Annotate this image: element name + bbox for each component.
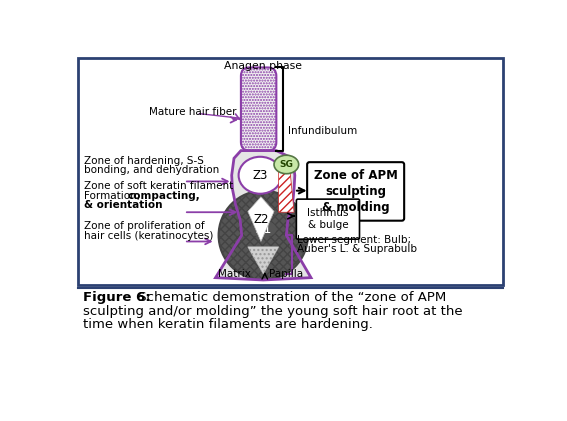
FancyBboxPatch shape: [307, 162, 404, 221]
Text: Lower segment: Bulb;: Lower segment: Bulb;: [297, 234, 411, 245]
Text: Zone of proliferation of: Zone of proliferation of: [84, 221, 205, 232]
Text: compacting,: compacting,: [128, 191, 201, 201]
Text: Zone of hardening, S-S: Zone of hardening, S-S: [84, 156, 204, 166]
Text: Anagen phase: Anagen phase: [225, 61, 302, 71]
Text: Z1: Z1: [255, 223, 272, 236]
Ellipse shape: [239, 157, 282, 194]
Ellipse shape: [274, 155, 299, 174]
Text: Papilla: Papilla: [269, 269, 303, 279]
Text: Auber's L. & Suprabulb: Auber's L. & Suprabulb: [297, 244, 417, 254]
Polygon shape: [248, 247, 278, 274]
Text: & orientation: & orientation: [84, 200, 162, 210]
Text: Z2: Z2: [253, 213, 269, 226]
FancyBboxPatch shape: [241, 67, 276, 151]
Text: Z3: Z3: [252, 169, 268, 182]
Text: hair cells (keratinocytes): hair cells (keratinocytes): [84, 231, 213, 241]
Text: Figure 6:: Figure 6:: [83, 291, 151, 304]
FancyBboxPatch shape: [78, 58, 503, 285]
Text: sculpting and/or molding” the young soft hair root at the: sculpting and/or molding” the young soft…: [83, 305, 463, 317]
Text: SG: SG: [280, 160, 293, 169]
Circle shape: [219, 191, 308, 280]
Polygon shape: [215, 151, 311, 280]
Text: Formation,: Formation,: [84, 191, 143, 201]
Text: Mature hair fiber: Mature hair fiber: [149, 107, 237, 117]
Text: Matrix: Matrix: [218, 269, 251, 279]
Polygon shape: [248, 247, 278, 274]
Text: Infundibulum: Infundibulum: [288, 126, 357, 136]
Polygon shape: [278, 165, 294, 212]
Text: bonding, and dehydration: bonding, and dehydration: [84, 165, 219, 175]
Ellipse shape: [250, 221, 276, 237]
Polygon shape: [248, 197, 274, 242]
Text: Zone of APM
sculpting
& molding: Zone of APM sculpting & molding: [314, 169, 397, 214]
Text: Zone of soft keratin filament: Zone of soft keratin filament: [84, 181, 233, 192]
Text: Isthmus
& bulge: Isthmus & bulge: [307, 208, 349, 230]
Text: time when keratin filaments are hardening.: time when keratin filaments are hardenin…: [83, 318, 373, 331]
FancyBboxPatch shape: [297, 199, 359, 239]
Text: Schematic demonstration of the “zone of APM: Schematic demonstration of the “zone of …: [134, 291, 446, 304]
